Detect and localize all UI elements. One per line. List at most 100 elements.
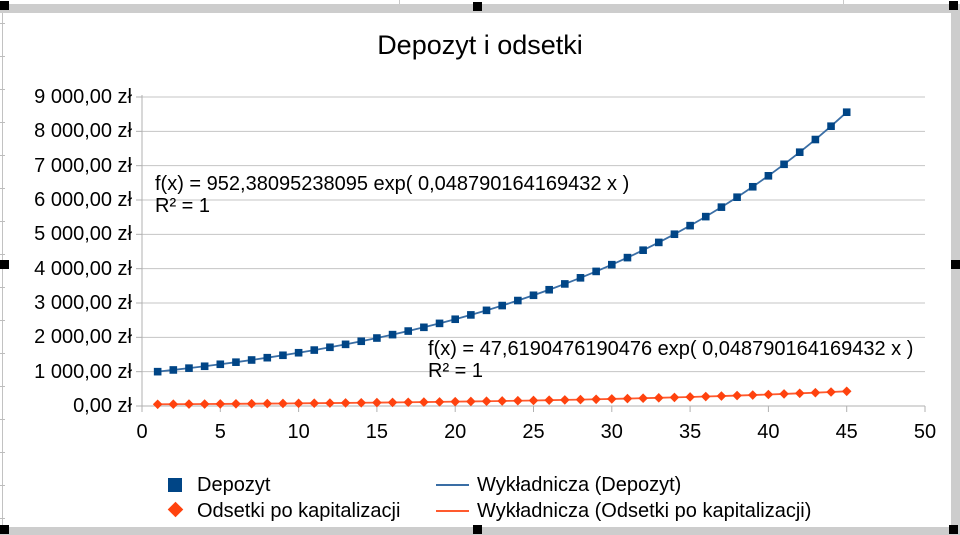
data-point-marker[interactable]: [608, 260, 616, 269]
data-point-marker[interactable]: [387, 397, 398, 408]
data-point-marker[interactable]: [326, 343, 334, 352]
data-point-marker[interactable]: [247, 356, 256, 364]
data-point-marker[interactable]: [200, 362, 209, 371]
data-point-marker[interactable]: [763, 389, 774, 400]
data-point-marker[interactable]: [623, 253, 632, 262]
data-point-marker[interactable]: [575, 394, 586, 405]
data-point-marker[interactable]: [732, 390, 742, 401]
data-point-marker[interactable]: [653, 393, 664, 403]
data-point-marker[interactable]: [231, 399, 241, 409]
data-point-marker[interactable]: [246, 398, 257, 409]
data-point-marker[interactable]: [529, 291, 538, 300]
data-point-marker[interactable]: [685, 392, 695, 402]
data-point-marker[interactable]: [216, 360, 225, 369]
selection-handle-middle-left[interactable]: [0, 260, 9, 269]
data-point-marker[interactable]: [435, 319, 444, 328]
data-point-marker[interactable]: [310, 346, 319, 354]
data-point-marker[interactable]: [622, 393, 633, 404]
data-point-marker[interactable]: [356, 397, 367, 408]
data-point-marker[interactable]: [403, 397, 414, 408]
data-point-marker[interactable]: [153, 367, 162, 376]
data-point-marker[interactable]: [372, 397, 382, 408]
data-point-marker[interactable]: [184, 399, 194, 409]
data-point-marker[interactable]: [779, 389, 789, 399]
data-point-marker[interactable]: [199, 399, 210, 409]
data-point-marker[interactable]: [700, 391, 711, 402]
data-point-marker[interactable]: [842, 108, 851, 117]
data-point-marker[interactable]: [841, 386, 852, 397]
data-point-marker[interactable]: [168, 399, 179, 409]
data-point-marker[interactable]: [545, 285, 553, 294]
selection-handle-top-center[interactable]: [473, 2, 482, 11]
data-point-marker[interactable]: [733, 193, 741, 202]
data-point-marker[interactable]: [278, 398, 288, 409]
selection-handle-bottom-center[interactable]: [473, 525, 482, 534]
data-point-marker[interactable]: [826, 387, 836, 397]
data-point-marker[interactable]: [717, 203, 726, 211]
data-point-marker[interactable]: [481, 396, 492, 407]
data-point-marker[interactable]: [669, 392, 680, 403]
data-point-marker[interactable]: [764, 172, 773, 180]
data-point-marker[interactable]: [232, 358, 240, 366]
data-point-marker[interactable]: [560, 395, 570, 405]
data-point-marker[interactable]: [592, 267, 600, 276]
data-point-marker[interactable]: [294, 348, 303, 357]
data-point-marker[interactable]: [498, 301, 506, 310]
data-point-marker[interactable]: [794, 388, 805, 399]
data-point-marker[interactable]: [513, 395, 523, 406]
selection-handle-bottom-right[interactable]: [949, 525, 958, 534]
data-point-marker[interactable]: [810, 387, 821, 398]
data-point-marker[interactable]: [748, 182, 757, 191]
data-point-marker[interactable]: [325, 398, 335, 408]
data-point-marker[interactable]: [309, 398, 320, 409]
data-point-marker[interactable]: [262, 398, 273, 409]
selection-handle-top-right[interactable]: [949, 1, 958, 10]
data-point-marker[interactable]: [686, 221, 694, 230]
data-point-marker[interactable]: [514, 296, 522, 305]
data-point-marker[interactable]: [591, 394, 601, 405]
selection-handle-bottom-left[interactable]: [0, 525, 9, 534]
data-point-marker[interactable]: [467, 311, 475, 319]
data-point-marker[interactable]: [169, 366, 178, 374]
data-point-marker[interactable]: [716, 391, 727, 401]
selection-handle-top-left[interactable]: [0, 1, 9, 10]
data-point-marker[interactable]: [670, 230, 679, 239]
data-point-marker[interactable]: [450, 396, 460, 407]
data-point-marker[interactable]: [701, 212, 710, 221]
data-point-marker[interactable]: [607, 394, 617, 404]
data-point-marker[interactable]: [419, 397, 429, 407]
data-point-marker[interactable]: [544, 395, 554, 405]
data-point-marker[interactable]: [451, 315, 459, 324]
data-point-marker[interactable]: [638, 393, 648, 404]
data-point-marker[interactable]: [373, 334, 381, 342]
data-point-marker[interactable]: [466, 396, 476, 407]
data-point-marker[interactable]: [576, 274, 585, 282]
data-point-marker[interactable]: [263, 353, 272, 362]
data-point-marker[interactable]: [561, 280, 569, 288]
y-axis-tick-label: 9 000,00 zł: [34, 86, 132, 108]
data-point-marker[interactable]: [434, 397, 445, 407]
data-point-marker[interactable]: [780, 160, 788, 169]
data-point-marker[interactable]: [340, 398, 351, 408]
data-point-marker[interactable]: [341, 340, 350, 349]
data-point-marker[interactable]: [747, 390, 758, 400]
x-axis-tick-label: 0: [136, 421, 148, 443]
data-point-marker[interactable]: [152, 399, 163, 410]
data-point-marker[interactable]: [388, 330, 397, 339]
data-point-marker[interactable]: [185, 364, 193, 372]
data-point-marker[interactable]: [404, 327, 413, 335]
selection-handle-middle-right[interactable]: [951, 260, 960, 269]
data-point-marker[interactable]: [497, 396, 507, 406]
data-point-marker[interactable]: [528, 395, 539, 406]
data-point-marker[interactable]: [654, 238, 663, 247]
data-point-marker[interactable]: [811, 135, 820, 144]
data-point-marker[interactable]: [420, 323, 428, 332]
data-point-marker[interactable]: [827, 122, 835, 130]
data-point-marker[interactable]: [293, 398, 304, 409]
data-point-marker[interactable]: [357, 337, 366, 346]
data-point-marker[interactable]: [795, 148, 804, 157]
data-point-marker[interactable]: [279, 351, 287, 360]
data-point-marker[interactable]: [639, 246, 647, 254]
data-point-marker[interactable]: [215, 399, 226, 409]
data-point-marker[interactable]: [482, 306, 491, 315]
